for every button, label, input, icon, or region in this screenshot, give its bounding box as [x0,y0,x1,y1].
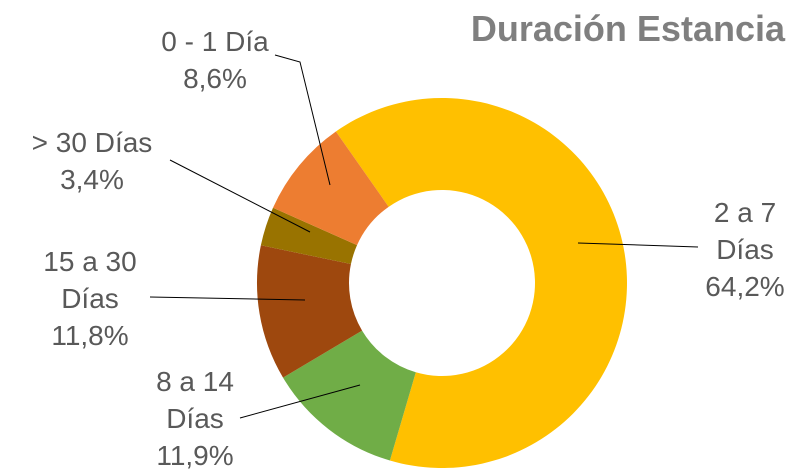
leader-line [239,384,361,419]
leader-line [274,54,331,186]
category-label: > 30 Días [31,127,153,158]
leader-line [577,242,699,248]
data-label: 8 a 14 Días 11,9% [140,363,250,471]
chart-title: Duración Estancia [470,8,785,49]
data-label: 0 - 1 Día 8,6% [135,23,295,97]
value-label: 64,2% [705,271,785,302]
value-label: 11,9% [156,440,234,471]
category-label: 2 a 7 Días [713,197,777,265]
value-label: 8,6% [183,63,247,94]
leader-line [169,159,311,233]
value-label: 11,8% [51,320,129,351]
category-label: 8 a 14 Días [156,366,234,434]
data-label: 15 a 30 Días 11,8% [30,243,150,354]
donut-slice [335,97,628,468]
donut-slice [273,131,389,246]
donut-slice [283,330,416,461]
leader-line [149,296,306,301]
category-label: 15 a 30 Días [43,246,137,314]
data-label: > 30 Días 3,4% [12,124,172,198]
donut-slice [257,245,363,378]
donut-slice [260,207,358,265]
category-label: 0 - 1 Día [161,26,269,57]
value-label: 3,4% [60,164,124,195]
data-label: 2 a 7 Días 64,2% [700,194,790,305]
